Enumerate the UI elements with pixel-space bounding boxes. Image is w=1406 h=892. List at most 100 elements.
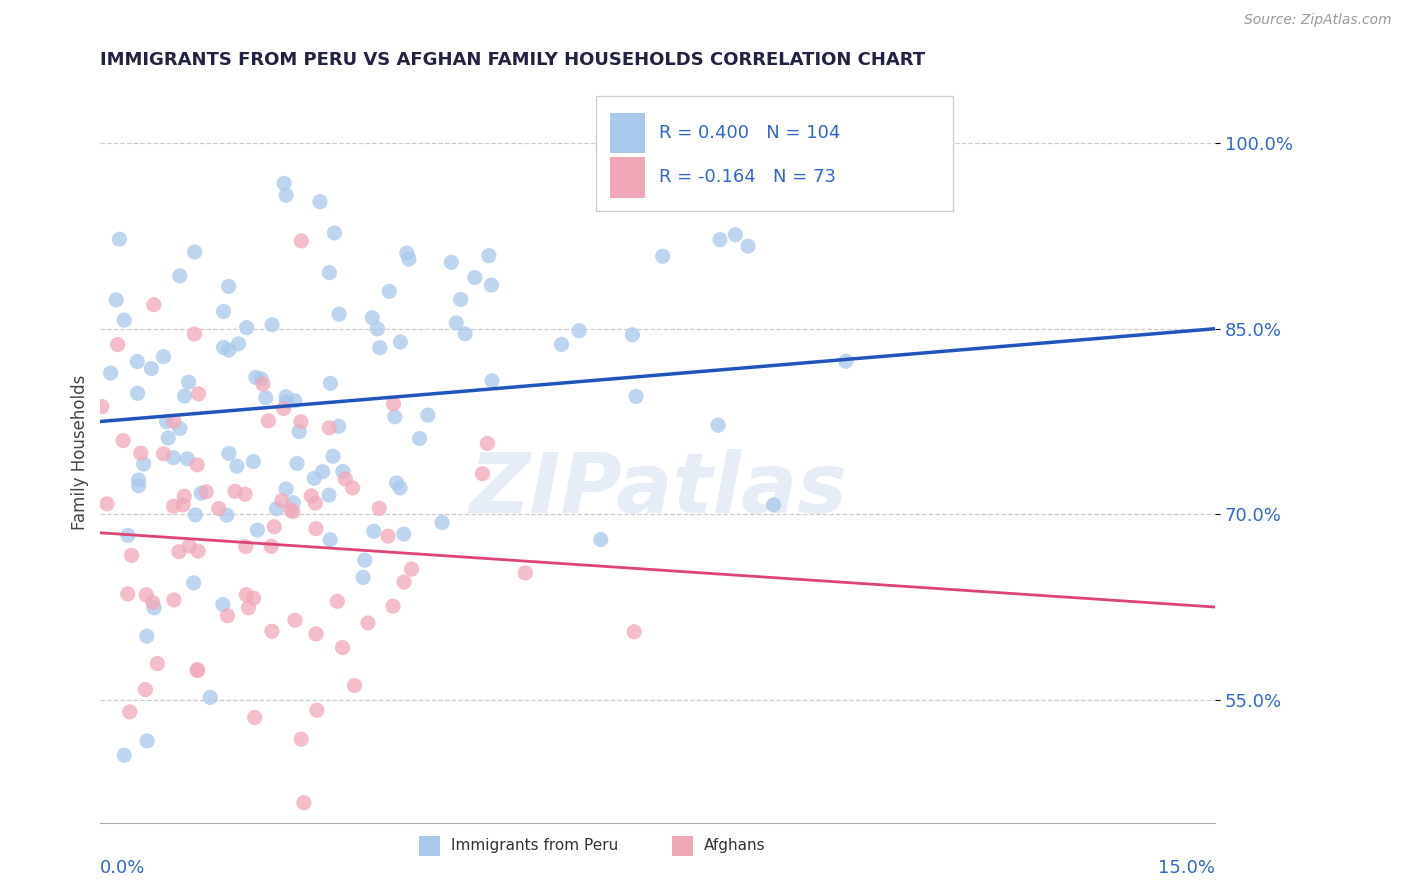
Point	[515, 566, 537, 580]
Point	[323, 226, 346, 240]
Point	[477, 436, 499, 450]
Point	[623, 624, 645, 639]
Point	[304, 496, 326, 510]
Point	[398, 252, 420, 267]
Point	[318, 488, 340, 502]
Point	[112, 434, 135, 448]
Point	[440, 255, 463, 269]
Point	[186, 458, 208, 472]
Point	[481, 278, 503, 293]
Point	[195, 484, 218, 499]
Point	[217, 608, 239, 623]
Text: Source: ZipAtlas.com: Source: ZipAtlas.com	[1244, 13, 1392, 28]
Point	[266, 501, 288, 516]
Point	[176, 451, 198, 466]
Point	[212, 341, 235, 355]
Point	[252, 377, 274, 392]
Point	[118, 705, 141, 719]
Point	[172, 498, 194, 512]
Point	[132, 457, 155, 471]
Point	[550, 337, 572, 351]
Text: R = -0.164   N = 73: R = -0.164 N = 73	[659, 169, 835, 186]
Point	[177, 375, 200, 389]
Point	[157, 431, 180, 445]
Point	[328, 419, 350, 434]
Point	[152, 447, 174, 461]
Text: ZIPatlas: ZIPatlas	[468, 449, 846, 530]
Point	[284, 613, 307, 627]
Point	[218, 343, 240, 357]
Point	[382, 397, 405, 411]
Point	[163, 414, 186, 428]
Point	[186, 664, 208, 678]
Point	[215, 508, 238, 523]
Point	[127, 386, 149, 401]
Point	[228, 337, 250, 351]
Point	[368, 341, 391, 355]
Point	[378, 285, 401, 299]
Point	[163, 593, 186, 607]
Point	[136, 734, 159, 748]
Point	[762, 498, 785, 512]
Point	[108, 232, 131, 246]
Point	[290, 234, 312, 248]
Point	[368, 501, 391, 516]
Point	[292, 796, 315, 810]
Point	[283, 496, 305, 510]
Bar	[596, 96, 953, 211]
Point	[382, 599, 405, 614]
Point	[309, 194, 332, 209]
Point	[471, 467, 494, 481]
Text: 15.0%: 15.0%	[1159, 859, 1215, 877]
Point	[724, 227, 747, 242]
Point	[187, 387, 209, 401]
Point	[274, 390, 297, 404]
Point	[135, 588, 157, 602]
Point	[260, 624, 283, 639]
Point	[242, 591, 264, 606]
Point	[112, 748, 135, 763]
Point	[225, 459, 247, 474]
Point	[589, 533, 612, 547]
Point	[183, 575, 205, 590]
Point	[319, 376, 342, 391]
Point	[366, 322, 388, 336]
Point	[284, 393, 307, 408]
Point	[318, 421, 340, 435]
Point	[707, 418, 730, 433]
Point	[246, 523, 269, 537]
Point	[281, 504, 304, 518]
Point	[401, 562, 423, 576]
Point	[302, 471, 325, 485]
Point	[212, 598, 235, 612]
Point	[235, 588, 257, 602]
Point	[305, 627, 328, 641]
Point	[167, 544, 190, 558]
Point	[162, 500, 184, 514]
Point	[385, 475, 408, 490]
Point	[290, 732, 312, 747]
Bar	[610, 112, 645, 153]
Point	[280, 503, 302, 517]
Point	[186, 663, 208, 677]
Point	[274, 482, 297, 496]
Point	[127, 354, 149, 368]
Point	[257, 414, 280, 428]
Point	[450, 293, 472, 307]
Point	[395, 246, 418, 260]
Point	[152, 350, 174, 364]
Point	[208, 501, 231, 516]
Point	[135, 629, 157, 643]
Point	[173, 389, 195, 403]
Point	[134, 682, 156, 697]
Point	[260, 540, 283, 554]
Point	[141, 361, 163, 376]
Point	[274, 188, 297, 202]
Point	[392, 574, 415, 589]
Point	[568, 324, 591, 338]
Point	[270, 493, 292, 508]
Point	[408, 432, 430, 446]
Point	[179, 539, 201, 553]
Point	[328, 307, 350, 321]
Point	[173, 489, 195, 503]
